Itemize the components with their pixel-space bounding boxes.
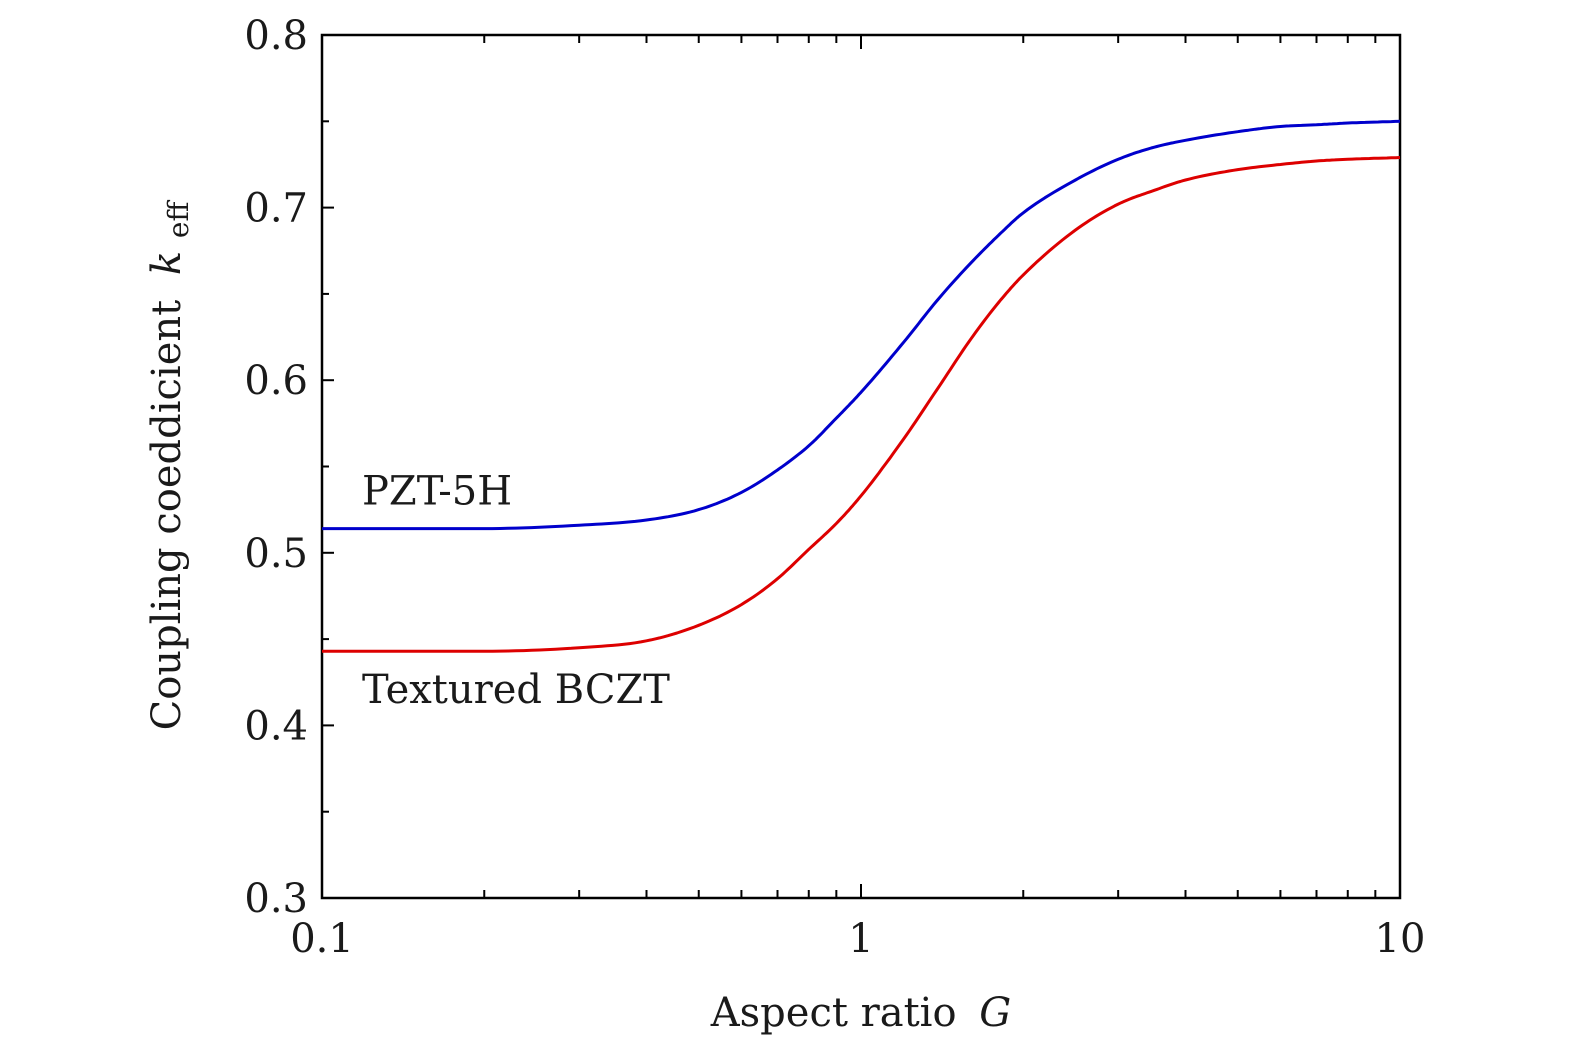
series-line-textured-bczt	[322, 158, 1400, 652]
y-axis-variable-subscript: eff	[162, 200, 195, 239]
x-tick-label: 10	[1375, 916, 1426, 962]
y-tick-label: 0.3	[244, 876, 308, 922]
y-tick-label: 0.7	[244, 186, 308, 232]
y-axis-title: Coupling coeddicient k eff	[144, 200, 195, 731]
axis-ticks	[322, 35, 1400, 898]
series-labels: PZT-5H Textured BCZT	[362, 469, 670, 714]
y-axis-variable: k	[144, 251, 190, 275]
y-tick-label: 0.8	[244, 13, 308, 59]
x-axis-variable: G	[979, 990, 1011, 1036]
chart: 0.1 1 10 0.3 0.4 0.5 0.6 0.7 0.8 PZT-5H Textured …	[0, 0, 1575, 1053]
y-tick-label: 0.4	[244, 703, 308, 749]
y-axis-label: Coupling coeddicient	[144, 300, 190, 731]
series-line-pzt-5h	[322, 121, 1400, 528]
x-axis-label: Aspect ratio	[710, 990, 957, 1036]
x-axis-title: Aspect ratio G	[710, 990, 1011, 1036]
plot-frame	[322, 35, 1400, 898]
y-tick-label: 0.5	[244, 531, 308, 577]
plot-area	[322, 35, 1400, 898]
y-tick-label: 0.6	[244, 358, 308, 404]
x-tick-label: 0.1	[290, 916, 354, 962]
series-lines	[322, 121, 1400, 651]
series-label-textured-bczt: Textured BCZT	[362, 667, 670, 713]
series-label-pzt-5h: PZT-5H	[362, 469, 512, 515]
x-tick-label: 1	[848, 916, 873, 962]
